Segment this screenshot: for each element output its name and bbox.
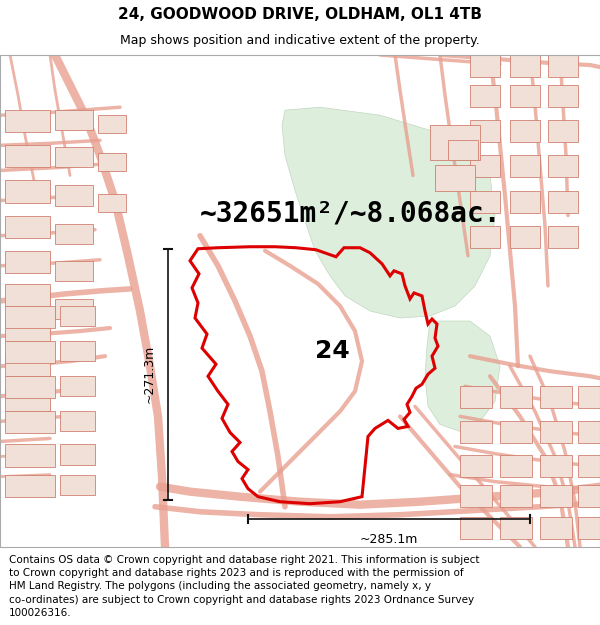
Bar (5, 146, 50, 168)
Bar (5, 444, 55, 467)
Bar (500, 517, 532, 539)
Bar (5, 411, 55, 434)
Bar (435, 166, 475, 191)
Text: co-ordinates) are subject to Crown copyright and database rights 2023 Ordnance S: co-ordinates) are subject to Crown copyr… (9, 594, 474, 604)
Bar (55, 299, 93, 319)
Polygon shape (425, 321, 500, 431)
Bar (540, 386, 572, 408)
Text: 24: 24 (314, 339, 349, 363)
Bar (460, 517, 492, 539)
Bar (5, 474, 55, 497)
Bar (60, 444, 95, 464)
Bar (430, 125, 480, 161)
Text: ~32651m²/~8.068ac.: ~32651m²/~8.068ac. (200, 199, 502, 228)
Text: to Crown copyright and database rights 2023 and is reproduced with the permissio: to Crown copyright and database rights 2… (9, 568, 464, 578)
Bar (578, 386, 600, 408)
Bar (500, 484, 532, 507)
Bar (578, 484, 600, 507)
Bar (578, 517, 600, 539)
Bar (5, 354, 50, 376)
Bar (5, 216, 50, 238)
Bar (540, 484, 572, 507)
Bar (548, 55, 578, 77)
Text: ~271.3m: ~271.3m (143, 345, 156, 403)
Bar (578, 421, 600, 444)
Bar (460, 421, 492, 444)
Bar (470, 191, 500, 213)
Text: 100026316.: 100026316. (9, 608, 71, 618)
Bar (470, 120, 500, 142)
Bar (55, 110, 93, 130)
Bar (510, 85, 540, 107)
Bar (460, 484, 492, 507)
Text: 24, GOODWOOD DRIVE, OLDHAM, OL1 4TB: 24, GOODWOOD DRIVE, OLDHAM, OL1 4TB (118, 8, 482, 22)
Bar (578, 454, 600, 477)
Bar (510, 191, 540, 213)
Polygon shape (282, 107, 495, 318)
Bar (60, 376, 95, 396)
Bar (470, 55, 500, 77)
Text: Map shows position and indicative extent of the property.: Map shows position and indicative extent… (120, 34, 480, 48)
Bar (500, 454, 532, 477)
Bar (510, 55, 540, 77)
Bar (548, 226, 578, 248)
Bar (55, 224, 93, 244)
Bar (510, 120, 540, 142)
Bar (5, 110, 50, 132)
Bar (470, 85, 500, 107)
Bar (548, 85, 578, 107)
Text: HM Land Registry. The polygons (including the associated geometry, namely x, y: HM Land Registry. The polygons (includin… (9, 581, 431, 591)
Bar (5, 389, 50, 411)
Bar (5, 181, 50, 203)
Bar (98, 115, 126, 133)
Bar (540, 517, 572, 539)
Bar (55, 186, 93, 206)
Text: Contains OS data © Crown copyright and database right 2021. This information is : Contains OS data © Crown copyright and d… (9, 555, 479, 565)
Bar (55, 261, 93, 281)
Bar (5, 284, 50, 306)
Bar (5, 376, 55, 398)
Bar (548, 191, 578, 213)
Bar (55, 148, 93, 168)
Bar (540, 421, 572, 444)
Bar (98, 153, 126, 171)
Bar (60, 474, 95, 494)
Bar (500, 421, 532, 444)
Bar (548, 120, 578, 142)
Bar (5, 251, 50, 273)
Bar (60, 411, 95, 431)
Text: ~285.1m: ~285.1m (360, 533, 418, 546)
Bar (5, 341, 55, 363)
Bar (470, 156, 500, 178)
Bar (60, 341, 95, 361)
Bar (470, 226, 500, 248)
Bar (5, 306, 55, 328)
Bar (500, 386, 532, 408)
Bar (5, 319, 50, 341)
Bar (510, 226, 540, 248)
Bar (448, 141, 478, 161)
Bar (98, 194, 126, 212)
Bar (60, 306, 95, 326)
Bar (510, 156, 540, 178)
Bar (460, 454, 492, 477)
Bar (548, 156, 578, 178)
Bar (460, 386, 492, 408)
Bar (540, 454, 572, 477)
